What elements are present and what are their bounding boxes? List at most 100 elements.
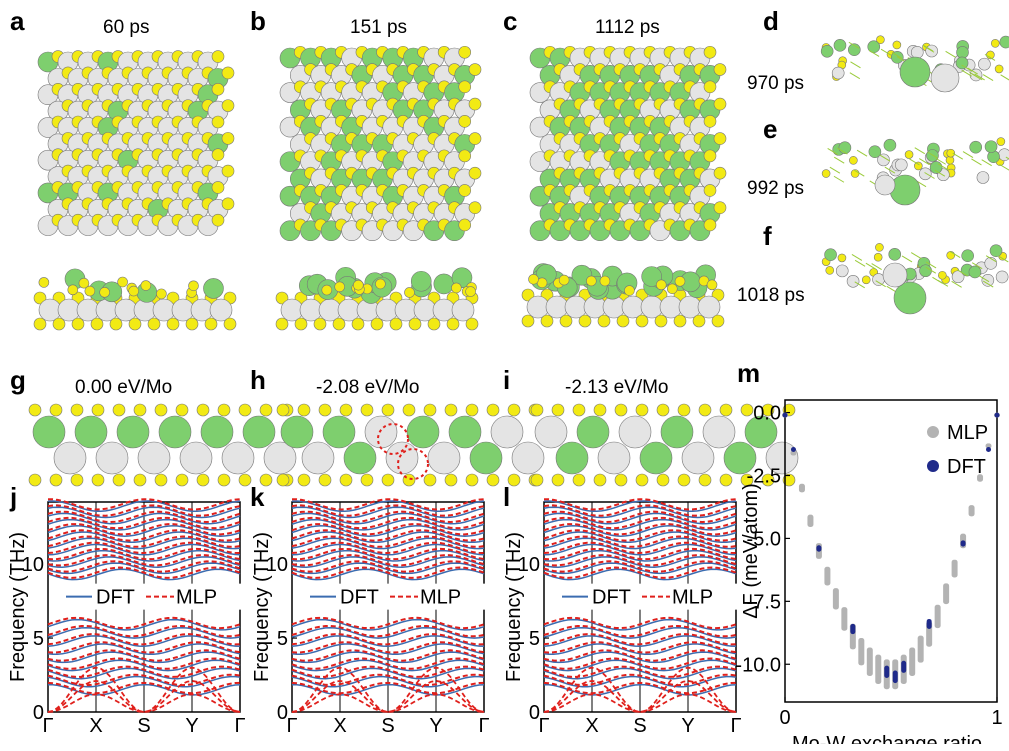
- atom: [821, 169, 831, 178]
- atom: [158, 415, 192, 449]
- atom: [888, 248, 902, 261]
- y-axis-label: Frequency (THz): [251, 532, 273, 682]
- atom: [448, 415, 482, 449]
- atom: [375, 278, 386, 290]
- atom: [297, 403, 311, 417]
- atom: [782, 473, 796, 487]
- legend-mlp-label: MLP: [176, 587, 217, 609]
- scatter-point-dft: [790, 446, 796, 452]
- phonon-branch: [47, 541, 241, 555]
- acoustic-branch: [47, 679, 241, 713]
- panel-c-title: 1112 ps: [595, 17, 660, 38]
- atom: [507, 473, 521, 487]
- phonon-branch: [47, 649, 241, 662]
- atom: [955, 56, 969, 70]
- legend-dft-label: DFT: [96, 587, 135, 609]
- phonon-branch: [291, 512, 485, 525]
- atom: [761, 403, 775, 417]
- atom: [427, 317, 441, 331]
- atom: [49, 403, 63, 417]
- atom: [990, 39, 1000, 48]
- atom: [874, 174, 896, 196]
- y-tick-label: 5: [33, 628, 44, 650]
- atom: [894, 158, 908, 172]
- atom: [458, 80, 472, 94]
- atom: [404, 287, 415, 298]
- phonon-branch: [291, 504, 485, 517]
- kpoint-label: Y: [185, 715, 198, 737]
- scatter-point-dft: [926, 618, 932, 630]
- phonon-branch: [291, 618, 485, 631]
- phonon-branch: [543, 560, 737, 573]
- phonon-branch: [47, 529, 241, 542]
- y-tick-label: -2.5: [747, 466, 781, 488]
- atom: [639, 441, 673, 475]
- atom: [875, 243, 884, 252]
- atom: [444, 473, 458, 487]
- atom: [468, 201, 482, 214]
- phonon-panel-l: Γ X S Y Γ 0 5 10 Frequency (THz) DFT MLP: [496, 490, 746, 751]
- atom: [994, 64, 1004, 74]
- atom: [572, 473, 586, 487]
- panel-label-h: h: [250, 365, 266, 395]
- atom: [211, 82, 225, 96]
- phonon-branch: [47, 547, 241, 561]
- phonon-branch: [543, 529, 737, 542]
- legend-marker-mlp: [927, 426, 939, 438]
- acoustic-branch: [291, 693, 485, 713]
- phonon-branch: [47, 641, 241, 654]
- atom: [76, 298, 100, 322]
- atom: [984, 257, 998, 270]
- phonon-branch: [291, 683, 485, 696]
- atom: [838, 141, 852, 155]
- acoustic-branch: [543, 679, 737, 713]
- scatter-point-mlp: [977, 474, 984, 482]
- atom: [385, 441, 419, 475]
- y-tick-label: 10: [22, 554, 44, 576]
- atom: [200, 415, 234, 449]
- phonon-branch: [291, 643, 485, 656]
- atom: [698, 473, 712, 487]
- y-tick-label: 10: [518, 554, 540, 576]
- phonon-branch: [47, 568, 241, 581]
- phonon-branch: [291, 667, 485, 680]
- scatter-point-mlp: [866, 647, 873, 676]
- atom: [147, 317, 161, 331]
- atom: [332, 317, 346, 331]
- atom: [297, 473, 311, 487]
- panel-i-title: -2.13 eV/Mo: [565, 377, 669, 398]
- atom: [551, 403, 565, 417]
- atom: [572, 403, 586, 417]
- atom: [713, 201, 727, 214]
- atom: [364, 415, 398, 449]
- phonon-branch: [291, 523, 485, 536]
- atom: [889, 174, 921, 206]
- kpoint-label: Y: [429, 715, 442, 737]
- atom: [259, 473, 273, 487]
- atom: [351, 317, 365, 331]
- atom: [32, 415, 66, 449]
- atom: [451, 298, 475, 322]
- x-axis-label: Mo-W exchange ratio: [792, 733, 982, 744]
- scatter-point-dft: [816, 545, 822, 552]
- phonon-branch: [47, 537, 241, 550]
- panel-label-e: e: [763, 114, 778, 144]
- atom: [833, 39, 847, 52]
- atom: [360, 403, 374, 417]
- atom: [196, 473, 210, 487]
- phonon-branch: [543, 675, 737, 688]
- atom: [706, 279, 718, 291]
- atom: [465, 286, 476, 297]
- atom: [446, 317, 460, 331]
- atom: [458, 184, 472, 197]
- scatter-point-mlp: [951, 559, 958, 578]
- phonon-branch: [543, 547, 737, 561]
- phonon-branch: [543, 549, 737, 562]
- phonon-branch: [47, 618, 241, 631]
- atom: [847, 43, 861, 57]
- phonon-branch: [291, 543, 485, 556]
- atom: [849, 156, 858, 165]
- atom: [893, 281, 927, 315]
- panel-d-time: 970 ps: [747, 73, 805, 94]
- atom: [465, 403, 479, 417]
